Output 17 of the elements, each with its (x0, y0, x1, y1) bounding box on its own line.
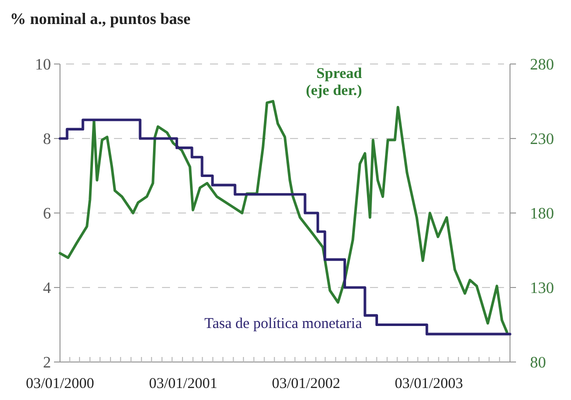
text: Spread (eje der.) (306, 66, 363, 99)
y-tick-label: 8 (43, 131, 51, 148)
y2-tick-label: 130 (530, 280, 554, 298)
y-tick-label: 6 (43, 206, 51, 223)
x-tick-label: 03/01/2001 (149, 376, 218, 392)
y-tick-label: 10 (35, 56, 51, 74)
y-tick-label: 2 (43, 354, 51, 372)
x-tick-label: 03/01/2003 (394, 376, 464, 392)
y2-tick-label: 180 (530, 206, 554, 223)
y2-tick-label: 230 (530, 131, 554, 148)
chart-title: % nominal a., puntos base (10, 11, 190, 28)
y2-tick-label: 80 (530, 354, 546, 372)
y2-tick-label: 280 (530, 56, 554, 74)
y-tick-label: 4 (43, 280, 51, 298)
x-tick-label: 03/01/2000 (26, 376, 94, 392)
series-label: Tasa de política monetaria (204, 316, 362, 332)
x-tick-label: 03/01/2002 (272, 376, 340, 392)
